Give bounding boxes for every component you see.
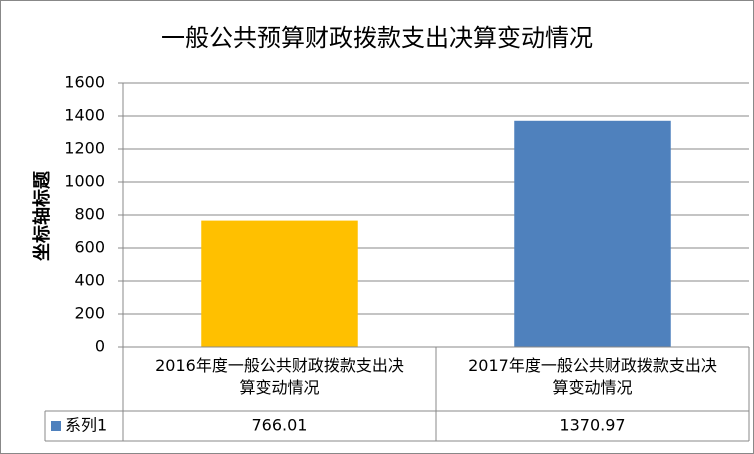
y-tick-label: 0 — [95, 337, 105, 356]
y-axis-label: 坐标轴标题 — [31, 170, 53, 261]
y-tick-label: 1200 — [64, 139, 105, 158]
bar — [201, 220, 358, 347]
y-tick-label: 1000 — [64, 172, 105, 191]
y-tick-label: 600 — [74, 238, 105, 257]
y-tick-label: 800 — [74, 205, 105, 224]
legend-label: 系列1 — [65, 416, 107, 435]
chart-title: 一般公共预算财政拨款支出决算变动情况 — [161, 24, 593, 52]
table-value: 766.01 — [252, 416, 308, 435]
x-tick-label: 2017年度一般公共财政拨款支出决算变动情况 — [468, 356, 717, 397]
bar — [514, 120, 671, 347]
y-tick-label: 200 — [74, 304, 105, 323]
y-tick-label: 1600 — [64, 73, 105, 92]
y-tick-label: 1400 — [64, 106, 105, 125]
y-tick-label: 400 — [74, 271, 105, 290]
table-value: 1370.97 — [559, 416, 625, 435]
legend-key — [51, 421, 61, 431]
x-tick-label: 2016年度一般公共财政拨款支出决算变动情况 — [155, 356, 404, 397]
